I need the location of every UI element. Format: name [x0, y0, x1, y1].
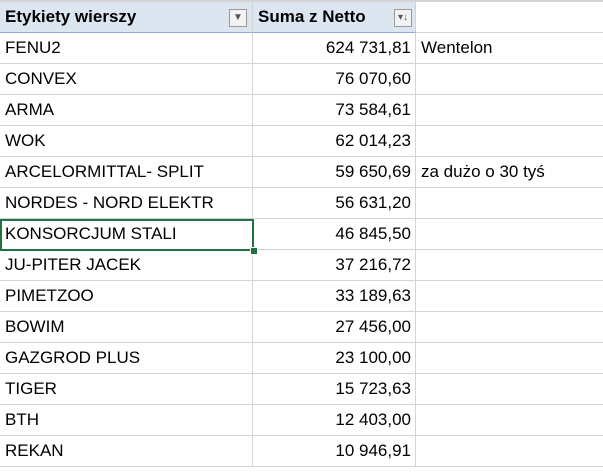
note-cell[interactable] — [416, 374, 579, 405]
row-label-cell[interactable]: GAZGROD PLUS — [0, 343, 253, 374]
row-label-cell[interactable]: JU-PITER JACEK — [0, 250, 253, 281]
table-row: PIMETZOO 33 189,63 — [0, 281, 603, 312]
table-row: KONSORCJUM STALI 46 845,50 — [0, 219, 603, 250]
empty-cell[interactable] — [579, 405, 603, 436]
row-label-cell[interactable]: KONSORCJUM STALI — [0, 219, 253, 250]
note-cell[interactable] — [416, 436, 579, 467]
row-label-cell[interactable]: REKAN — [0, 436, 253, 467]
value-header-text: Suma z Netto — [258, 7, 366, 26]
row-label-cell[interactable]: PIMETZOO — [0, 281, 253, 312]
netto-sum-cell[interactable]: 27 456,00 — [253, 312, 416, 343]
note-cell[interactable] — [416, 95, 579, 126]
empty-cell[interactable] — [579, 2, 603, 33]
empty-cell[interactable] — [579, 281, 603, 312]
row-labels-header-cell[interactable]: Etykiety wierszy — [0, 2, 253, 33]
empty-cell[interactable] — [579, 157, 603, 188]
empty-cell[interactable] — [579, 126, 603, 157]
table-row: ARCELORMITTAL- SPLIT 59 650,69 za dużo o 3… — [0, 157, 603, 188]
row-label-cell[interactable]: FENU2 — [0, 33, 253, 64]
netto-sum-cell[interactable]: 33 189,63 — [253, 281, 416, 312]
empty-cell[interactable] — [579, 33, 603, 64]
empty-cell[interactable] — [579, 219, 603, 250]
note-cell[interactable] — [416, 312, 579, 343]
table-row: BTH 12 403,00 — [0, 405, 603, 436]
note-cell[interactable] — [416, 281, 579, 312]
table-row: CONVEX 76 070,60 — [0, 64, 603, 95]
note-cell[interactable] — [416, 219, 579, 250]
netto-sum-cell[interactable]: 73 584,61 — [253, 95, 416, 126]
row-label-cell[interactable]: NORDES - NORD ELEKTR — [0, 188, 253, 219]
note-cell[interactable]: za dużo o 30 tyś — [416, 157, 579, 188]
netto-sum-cell[interactable]: 76 070,60 — [253, 64, 416, 95]
empty-cell[interactable] — [579, 250, 603, 281]
empty-cell[interactable] — [579, 312, 603, 343]
note-cell[interactable] — [416, 64, 579, 95]
row-label-cell[interactable]: WOK — [0, 126, 253, 157]
netto-sum-cell[interactable]: 56 631,20 — [253, 188, 416, 219]
fill-handle[interactable] — [250, 247, 258, 255]
netto-sum-cell[interactable]: 37 216,72 — [253, 250, 416, 281]
row-label-cell[interactable]: ARMA — [0, 95, 253, 126]
table-row: NORDES - NORD ELEKTR 56 631,20 — [0, 188, 603, 219]
row-label-cell[interactable]: ARCELORMITTAL- SPLIT — [0, 157, 253, 188]
netto-sum-cell[interactable]: 59 650,69 — [253, 157, 416, 188]
netto-sum-cell[interactable]: 15 723,63 — [253, 374, 416, 405]
table-row: GAZGROD PLUS 23 100,00 — [0, 343, 603, 374]
note-cell[interactable] — [416, 126, 579, 157]
note-cell[interactable] — [416, 405, 579, 436]
empty-cell[interactable] — [579, 343, 603, 374]
filter-dropdown-icon[interactable]: ▼ — [229, 9, 247, 27]
netto-sum-cell[interactable]: 62 014,23 — [253, 126, 416, 157]
row-label-cell[interactable]: BOWIM — [0, 312, 253, 343]
netto-sum-cell[interactable]: 23 100,00 — [253, 343, 416, 374]
table-row: FENU2 624 731,81 Wentelon — [0, 33, 603, 64]
note-cell[interactable]: Wentelon — [416, 33, 579, 64]
value-header-cell[interactable]: Suma z Netto — [253, 2, 416, 33]
netto-sum-cell[interactable]: 12 403,00 — [253, 405, 416, 436]
empty-cell[interactable] — [579, 95, 603, 126]
row-labels-header-text: Etykiety wierszy — [5, 7, 137, 26]
table-row: BOWIM 27 456,00 — [0, 312, 603, 343]
table-row: ARMA 73 584,61 — [0, 95, 603, 126]
empty-cell[interactable] — [579, 374, 603, 405]
netto-sum-cell[interactable]: 10 946,91 — [253, 436, 416, 467]
table-row: TIGER 15 723,63 — [0, 374, 603, 405]
table-row: WOK 62 014,23 — [0, 126, 603, 157]
netto-sum-cell[interactable]: 624 731,81 — [253, 33, 416, 64]
table-row: REKAN 10 946,91 — [0, 436, 603, 467]
note-cell[interactable] — [416, 343, 579, 374]
sort-descending-dropdown-icon[interactable]: ▾↓ — [394, 9, 412, 27]
empty-cell[interactable] — [579, 436, 603, 467]
empty-cell[interactable] — [416, 2, 579, 33]
note-cell[interactable] — [416, 188, 579, 219]
netto-sum-cell[interactable]: 46 845,50 — [253, 219, 416, 250]
note-cell[interactable] — [416, 250, 579, 281]
row-label-cell[interactable]: TIGER — [0, 374, 253, 405]
table-row: JU-PITER JACEK 37 216,72 — [0, 250, 603, 281]
grid-top-edge — [0, 0, 603, 2]
empty-cell[interactable] — [579, 188, 603, 219]
empty-cell[interactable] — [579, 64, 603, 95]
row-label-cell[interactable]: BTH — [0, 405, 253, 436]
row-label-cell[interactable]: CONVEX — [0, 64, 253, 95]
pivot-header-row: Etykiety wierszy ▼ Suma z Netto ▾↓ — [0, 2, 603, 33]
